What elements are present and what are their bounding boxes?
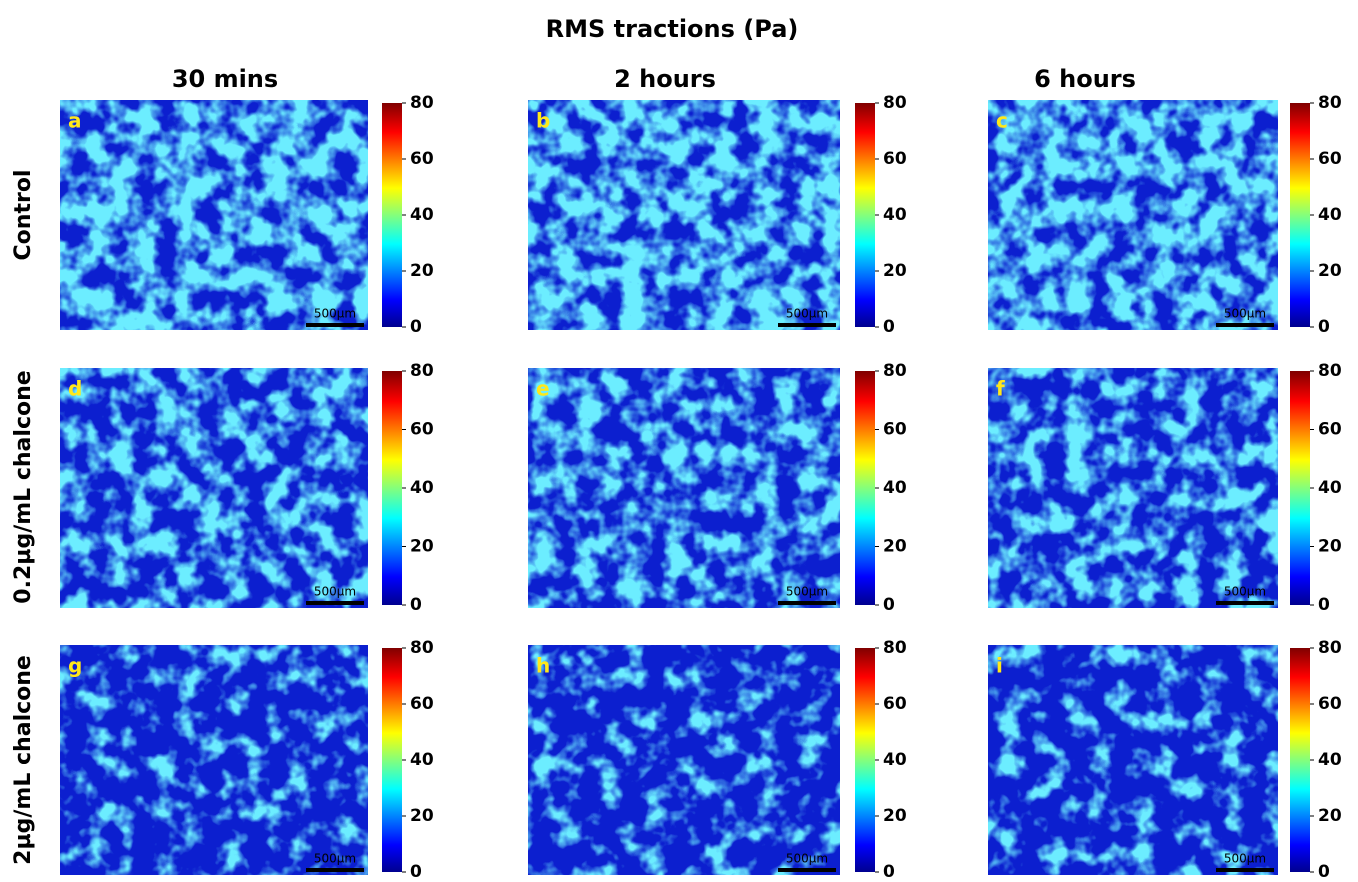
colorbar-tick-label: 60 [410,420,434,440]
colorbar-tick-label: 40 [883,205,907,225]
colorbar-tick-label: 20 [1318,261,1342,281]
colorbar-tick-label: 80 [1318,638,1342,658]
column-header: 6 hours [1034,65,1136,93]
colorbar [1290,103,1310,327]
scale-bar-label: 500µm [314,852,356,866]
colorbar [855,103,875,327]
colorbar-tick-label: 40 [883,478,907,498]
colorbar-tick-label: 20 [883,261,907,281]
panel-letter: a [68,109,82,133]
colorbar-tick-label: 0 [883,595,895,615]
panel-letter: c [996,109,1008,133]
scale-bar-label: 500µm [1224,852,1266,866]
colorbar-tick-label: 40 [410,205,434,225]
colorbar [855,648,875,872]
panel-letter: i [996,654,1003,678]
colorbar-tick-label: 80 [883,361,907,381]
colorbar-tick-label: 0 [410,317,422,337]
colorbar-tick-label: 40 [1318,478,1342,498]
colorbar-tick-label: 20 [410,806,434,826]
heatmap-texture [528,645,840,875]
colorbar-tick-label: 60 [883,694,907,714]
colorbar-tick-label: 0 [1318,595,1330,615]
colorbar-tick-label: 0 [883,317,895,337]
colorbar-tick-label: 60 [883,149,907,169]
colorbar [1290,648,1310,872]
colorbar-tick-label: 80 [410,361,434,381]
panel-letter: e [536,377,550,401]
scale-bar-label: 500µm [786,852,828,866]
row-label: 0.2µg/mL chalcone [11,370,36,603]
scale-bar-label: 500µm [314,585,356,599]
figure-title: RMS tractions (Pa) [546,15,799,43]
colorbar-tick-label: 0 [410,595,422,615]
colorbar-tick-label: 80 [883,93,907,113]
row-label: Control [11,170,36,261]
colorbar-tick-label: 0 [410,862,422,882]
colorbar-tick-label: 0 [1318,317,1330,337]
colorbar-tick-label: 20 [883,537,907,557]
panel-letter: f [996,377,1005,401]
colorbar-tick-label: 60 [1318,149,1342,169]
colorbar-tick-label: 60 [883,420,907,440]
colorbar-tick-label: 40 [1318,205,1342,225]
colorbar-tick-label: 60 [410,694,434,714]
heatmap-texture [988,368,1278,608]
heatmap-texture [60,368,368,608]
panel-letter: d [68,377,82,401]
colorbar [382,103,402,327]
colorbar-tick-label: 80 [1318,93,1342,113]
heatmap-texture [988,100,1278,330]
colorbar-tick-label: 40 [1318,750,1342,770]
scale-bar-label: 500µm [1224,307,1266,321]
colorbar-tick-label: 40 [410,750,434,770]
scale-bar-label: 500µm [314,307,356,321]
heatmap-texture [528,368,840,608]
colorbar-tick-label: 0 [883,862,895,882]
colorbar [382,648,402,872]
colorbar-tick-label: 80 [410,93,434,113]
heatmap-texture [988,645,1278,875]
colorbar-tick-label: 20 [1318,537,1342,557]
colorbar-tick-label: 80 [883,638,907,658]
heatmap-texture [528,100,840,330]
column-header: 30 mins [172,65,278,93]
row-label: 2µg/mL chalcone [11,655,36,865]
colorbar-tick-label: 80 [1318,361,1342,381]
column-header: 2 hours [614,65,716,93]
colorbar-tick-label: 20 [410,261,434,281]
colorbar-tick-label: 20 [1318,806,1342,826]
panel-letter: h [536,654,550,678]
panel-letter: g [68,654,82,678]
scale-bar-label: 500µm [786,585,828,599]
colorbar-tick-label: 0 [1318,862,1330,882]
heatmap-texture [60,100,368,330]
colorbar-tick-label: 60 [1318,420,1342,440]
heatmap-texture [60,645,368,875]
colorbar [855,371,875,605]
colorbar-tick-label: 20 [410,537,434,557]
colorbar-tick-label: 60 [410,149,434,169]
colorbar-tick-label: 40 [883,750,907,770]
scale-bar-label: 500µm [786,307,828,321]
colorbar [1290,371,1310,605]
colorbar-tick-label: 80 [410,638,434,658]
colorbar-tick-label: 20 [883,806,907,826]
panel-letter: b [536,109,550,133]
scale-bar-label: 500µm [1224,585,1266,599]
colorbar-tick-label: 60 [1318,694,1342,714]
colorbar [382,371,402,605]
colorbar-tick-label: 40 [410,478,434,498]
